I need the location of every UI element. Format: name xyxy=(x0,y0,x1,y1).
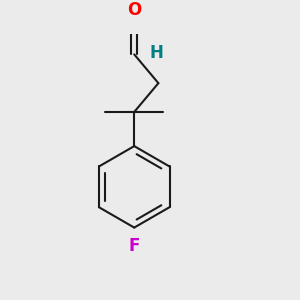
Text: F: F xyxy=(128,237,140,255)
Text: O: O xyxy=(127,1,141,19)
Text: H: H xyxy=(150,44,164,62)
